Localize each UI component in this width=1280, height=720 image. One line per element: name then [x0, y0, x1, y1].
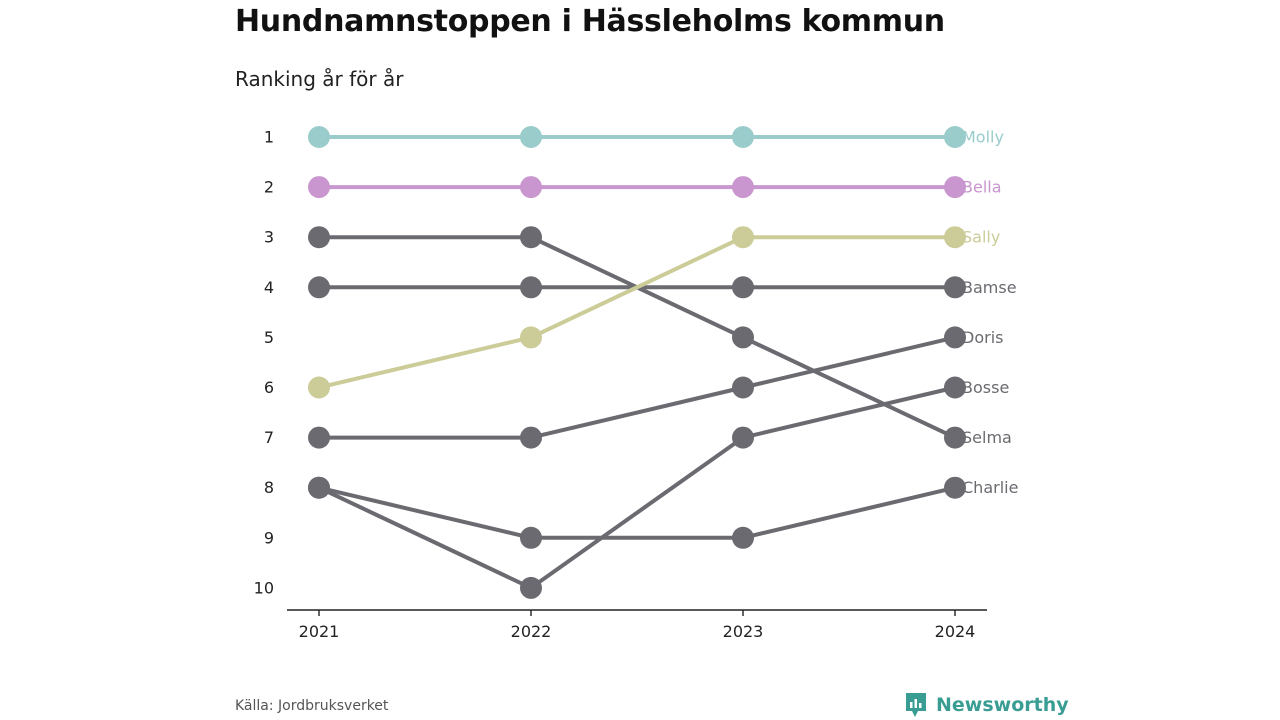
x-tick-label: 2023 — [723, 622, 764, 641]
data-point-bamse — [520, 276, 542, 299]
data-point-charlie — [520, 526, 542, 549]
brand-logo: Newsworthy — [904, 691, 1069, 719]
y-tick-label: 6 — [264, 378, 274, 397]
bump-chart: 1 2 3 4 5 6 7 8 9 10 2021 2022 2023 2024 Bamse Doris Bos… — [254, 126, 1018, 641]
data-point-charlie — [732, 526, 754, 549]
data-point-charlie — [944, 476, 966, 499]
data-point-doris — [732, 376, 754, 399]
x-tick-label: 2024 — [935, 622, 976, 641]
data-point-sally — [308, 376, 330, 399]
data-point-doris — [520, 426, 542, 449]
series-label-charlie: Charlie — [962, 478, 1018, 497]
data-point-charlie — [308, 476, 330, 499]
data-point-bella — [944, 176, 966, 199]
data-point-bamse — [308, 276, 330, 299]
y-tick-label: 8 — [264, 478, 274, 497]
y-tick-label: 5 — [264, 328, 274, 347]
data-point-bosse — [732, 426, 754, 449]
source-note: Källa: Jordbruksverket — [235, 698, 389, 714]
data-point-selma — [944, 426, 966, 449]
series-label-bella: Bella — [962, 178, 1002, 197]
data-point-bella — [520, 176, 542, 199]
data-point-molly — [944, 126, 966, 148]
series-line-bosse — [317, 385, 957, 590]
y-tick-label: 3 — [264, 228, 274, 247]
data-point-molly — [520, 126, 542, 148]
data-point-sally — [732, 226, 754, 249]
data-point-selma — [520, 226, 542, 249]
data-point-selma — [732, 326, 754, 349]
chart-subtitle: Ranking år för år — [235, 67, 404, 91]
series-label-doris: Doris — [962, 328, 1003, 347]
data-point-bella — [308, 176, 330, 199]
series-label-sally: Sally — [962, 228, 1000, 247]
y-tick-label: 4 — [264, 278, 274, 297]
chart-title: Hundnamnstoppen i Hässleholms kommun — [235, 4, 945, 39]
data-point-sally — [520, 326, 542, 349]
data-point-doris — [308, 426, 330, 449]
y-tick-label: 7 — [264, 428, 274, 447]
series-label-bamse: Bamse — [962, 278, 1017, 297]
data-point-bamse — [732, 276, 754, 299]
y-tick-label: 1 — [264, 128, 274, 147]
data-point-molly — [732, 126, 754, 148]
data-point-bamse — [944, 276, 966, 299]
x-tick-label: 2021 — [299, 622, 340, 641]
data-point-bosse — [520, 576, 542, 599]
series-line-selma — [317, 235, 957, 440]
y-tick-label: 2 — [264, 178, 274, 197]
series-line-doris — [317, 335, 957, 440]
data-point-selma — [308, 226, 330, 249]
series-label-selma: Selma — [962, 428, 1012, 447]
data-point-sally — [944, 226, 966, 249]
series-line-charlie — [317, 485, 957, 540]
series-line-sally — [317, 235, 957, 390]
y-tick-label: 10 — [254, 578, 274, 597]
newsworthy-logo-icon — [906, 693, 926, 717]
y-tick-label: 9 — [264, 528, 274, 547]
data-point-bosse — [944, 376, 966, 399]
x-tick-label: 2022 — [511, 622, 552, 641]
data-point-molly — [308, 126, 330, 148]
series-label-molly: Molly — [962, 128, 1004, 147]
series-label-bosse: Bosse — [962, 378, 1009, 397]
brand-name: Newsworthy — [936, 694, 1069, 716]
data-point-bella — [732, 176, 754, 199]
data-point-doris — [944, 326, 966, 349]
